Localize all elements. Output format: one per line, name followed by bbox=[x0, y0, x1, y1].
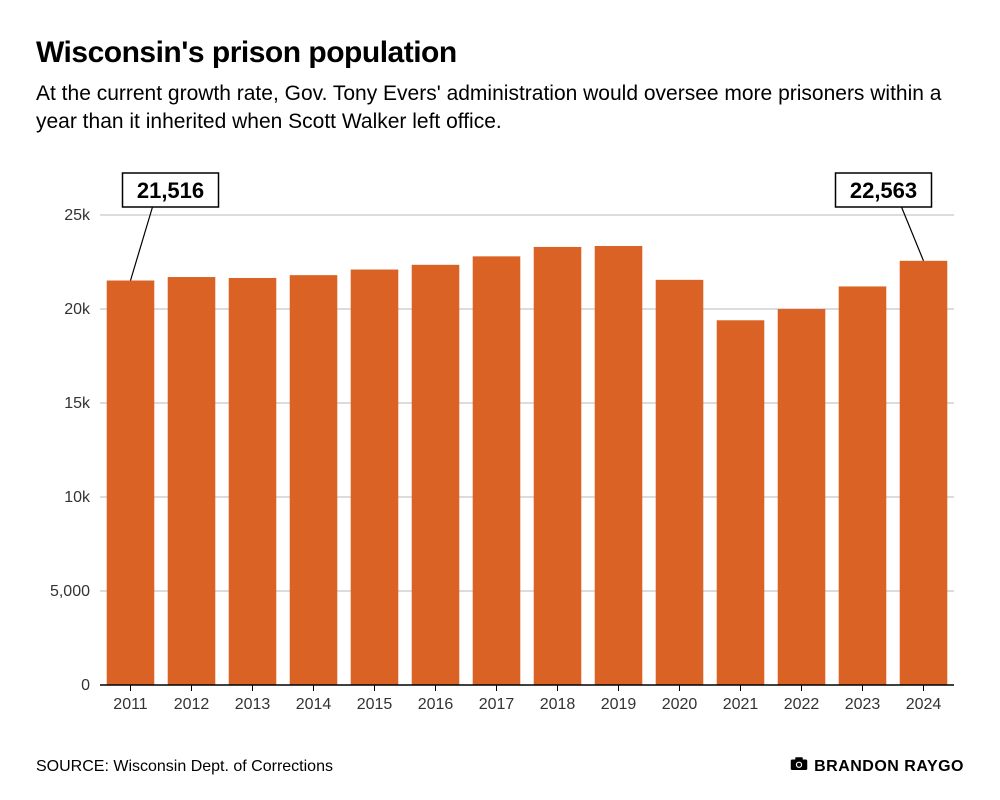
x-tick-label: 2013 bbox=[235, 696, 271, 713]
y-tick-label: 10k bbox=[64, 489, 91, 506]
bar bbox=[656, 280, 704, 685]
chart-title: Wisconsin's prison population bbox=[36, 36, 964, 70]
bar bbox=[412, 265, 460, 685]
bar bbox=[168, 277, 216, 685]
callout-text: 22,563 bbox=[850, 178, 917, 203]
credit-label: BRANDON RAYGO bbox=[790, 757, 964, 776]
chart-subtitle: At the current growth rate, Gov. Tony Ev… bbox=[36, 80, 956, 137]
bar bbox=[900, 261, 948, 685]
x-tick-label: 2011 bbox=[113, 696, 148, 713]
bar bbox=[107, 280, 155, 685]
x-tick-label: 2021 bbox=[723, 696, 759, 713]
bar-chart: 0 5,000 10k 15k 20k 25k 2011 2012 2013 2014 2015 20… bbox=[36, 165, 964, 725]
bar bbox=[595, 246, 643, 685]
y-tick-label: 25k bbox=[64, 207, 91, 224]
x-tick-label: 2020 bbox=[662, 696, 698, 713]
y-tick-label: 5,000 bbox=[50, 583, 90, 600]
chart-container: 0 5,000 10k 15k 20k 25k 2011 2012 2013 2014 2015 20… bbox=[36, 165, 964, 725]
bar bbox=[839, 286, 887, 685]
x-tick-label: 2019 bbox=[601, 696, 637, 713]
bar bbox=[717, 320, 765, 685]
x-tick-label: 2018 bbox=[540, 696, 576, 713]
y-tick-label: 15k bbox=[64, 395, 91, 412]
x-tick-label: 2017 bbox=[479, 696, 515, 713]
x-tick-label: 2023 bbox=[845, 696, 881, 713]
camera-icon bbox=[790, 757, 808, 776]
x-tick-label: 2014 bbox=[296, 696, 332, 713]
x-tick-label: 2012 bbox=[174, 696, 210, 713]
bar bbox=[534, 247, 582, 685]
x-tick-label: 2016 bbox=[418, 696, 454, 713]
source-label: SOURCE: Wisconsin Dept. of Corrections bbox=[36, 758, 333, 776]
y-tick-label: 20k bbox=[64, 301, 91, 318]
x-tick-label: 2022 bbox=[784, 696, 820, 713]
bar bbox=[778, 309, 826, 685]
bar bbox=[290, 275, 338, 685]
callout-text: 21,516 bbox=[137, 178, 204, 203]
y-tick-label: 0 bbox=[81, 677, 90, 694]
bar bbox=[229, 278, 277, 685]
credit-text: BRANDON RAYGO bbox=[814, 758, 964, 776]
bar bbox=[473, 256, 521, 685]
bar bbox=[351, 269, 399, 684]
x-tick-label: 2024 bbox=[906, 696, 942, 713]
x-tick-label: 2015 bbox=[357, 696, 393, 713]
